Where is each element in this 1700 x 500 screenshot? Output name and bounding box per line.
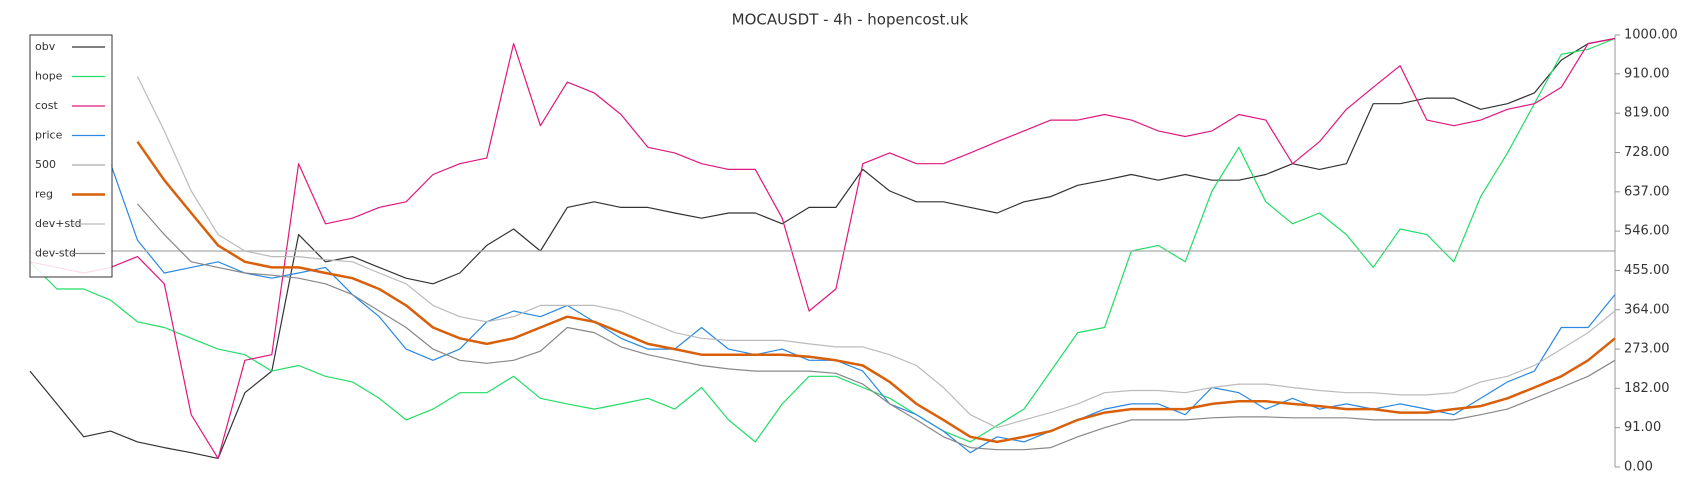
legend-label: cost xyxy=(35,99,59,112)
y-tick-label: 637.00 xyxy=(1624,184,1670,199)
legend-label: obv xyxy=(35,40,56,53)
series-line xyxy=(136,140,1616,444)
series-line xyxy=(137,203,1616,451)
legend-box xyxy=(29,34,113,278)
series-line xyxy=(110,163,1616,454)
y-tick-label: 910.00 xyxy=(1624,66,1670,81)
chart-title: MOCAUSDT - 4h - hopencost.uk xyxy=(732,11,969,29)
series-line xyxy=(29,37,1616,459)
y-tick-label: 91.00 xyxy=(1624,420,1661,435)
y-tick-label: 819.00 xyxy=(1624,106,1670,121)
legend-label: dev+std xyxy=(35,217,82,230)
y-tick-label: 455.00 xyxy=(1624,263,1670,278)
legend-label: reg xyxy=(35,188,53,201)
legend-label: price xyxy=(35,129,63,142)
y-tick-label: 182.00 xyxy=(1624,381,1670,396)
y-tick-label: 0.00 xyxy=(1624,460,1653,475)
y-tick-label: 273.00 xyxy=(1624,342,1670,357)
series-line xyxy=(29,37,1616,459)
y-tick-label: 364.00 xyxy=(1624,302,1670,317)
y-tick-label: 546.00 xyxy=(1624,224,1670,239)
y-tick-label: 1000.00 xyxy=(1624,28,1678,43)
legend-label: hope xyxy=(35,70,63,83)
series-line xyxy=(29,37,1616,443)
legend-label: 500 xyxy=(35,158,56,171)
series-line xyxy=(136,76,1616,429)
y-tick-label: 728.00 xyxy=(1624,145,1670,160)
legend-label: dev-std xyxy=(35,247,76,260)
